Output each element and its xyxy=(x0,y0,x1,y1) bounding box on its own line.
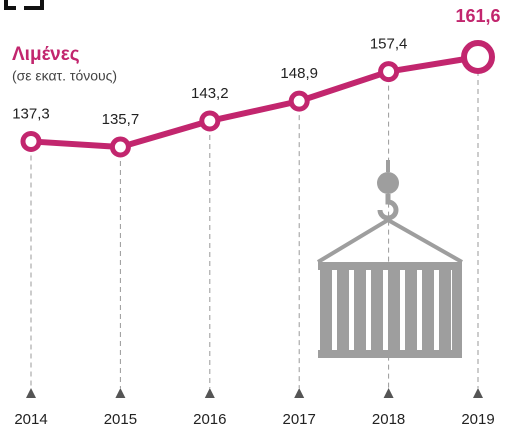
point xyxy=(291,93,307,109)
value-label: 135,7 xyxy=(102,111,140,128)
chart-subtitle: (σε εκατ. τόνους) xyxy=(12,68,117,84)
container-icon xyxy=(318,160,462,358)
axis-triangle xyxy=(473,388,483,398)
axis-triangle xyxy=(205,388,215,398)
point xyxy=(464,43,492,71)
x-tick-label: 2019 xyxy=(461,411,494,428)
point xyxy=(23,133,39,149)
chart-title: Λιμένες xyxy=(12,44,80,65)
axis-triangle xyxy=(115,388,125,398)
value-label: 137,3 xyxy=(12,105,50,122)
value-label: 143,2 xyxy=(191,85,229,102)
axis-triangle xyxy=(26,388,36,398)
x-tick-label: 2014 xyxy=(14,411,47,428)
value-label: 161,6 xyxy=(455,6,500,26)
x-tick-label: 2017 xyxy=(283,411,316,428)
axis-triangle xyxy=(384,388,394,398)
corner-bracket xyxy=(4,0,44,10)
point xyxy=(381,64,397,80)
chart: Λιμένες (σε εκατ. τόνους) 2014 2015 2016 20… xyxy=(0,0,508,433)
x-tick-label: 2016 xyxy=(193,411,226,428)
x-tick-label: 2018 xyxy=(372,411,405,428)
value-label: 148,9 xyxy=(280,65,318,82)
axis-triangle xyxy=(294,388,304,398)
point xyxy=(112,139,128,155)
value-label: 157,4 xyxy=(370,36,408,53)
point xyxy=(202,113,218,129)
x-tick-label: 2015 xyxy=(104,411,137,428)
